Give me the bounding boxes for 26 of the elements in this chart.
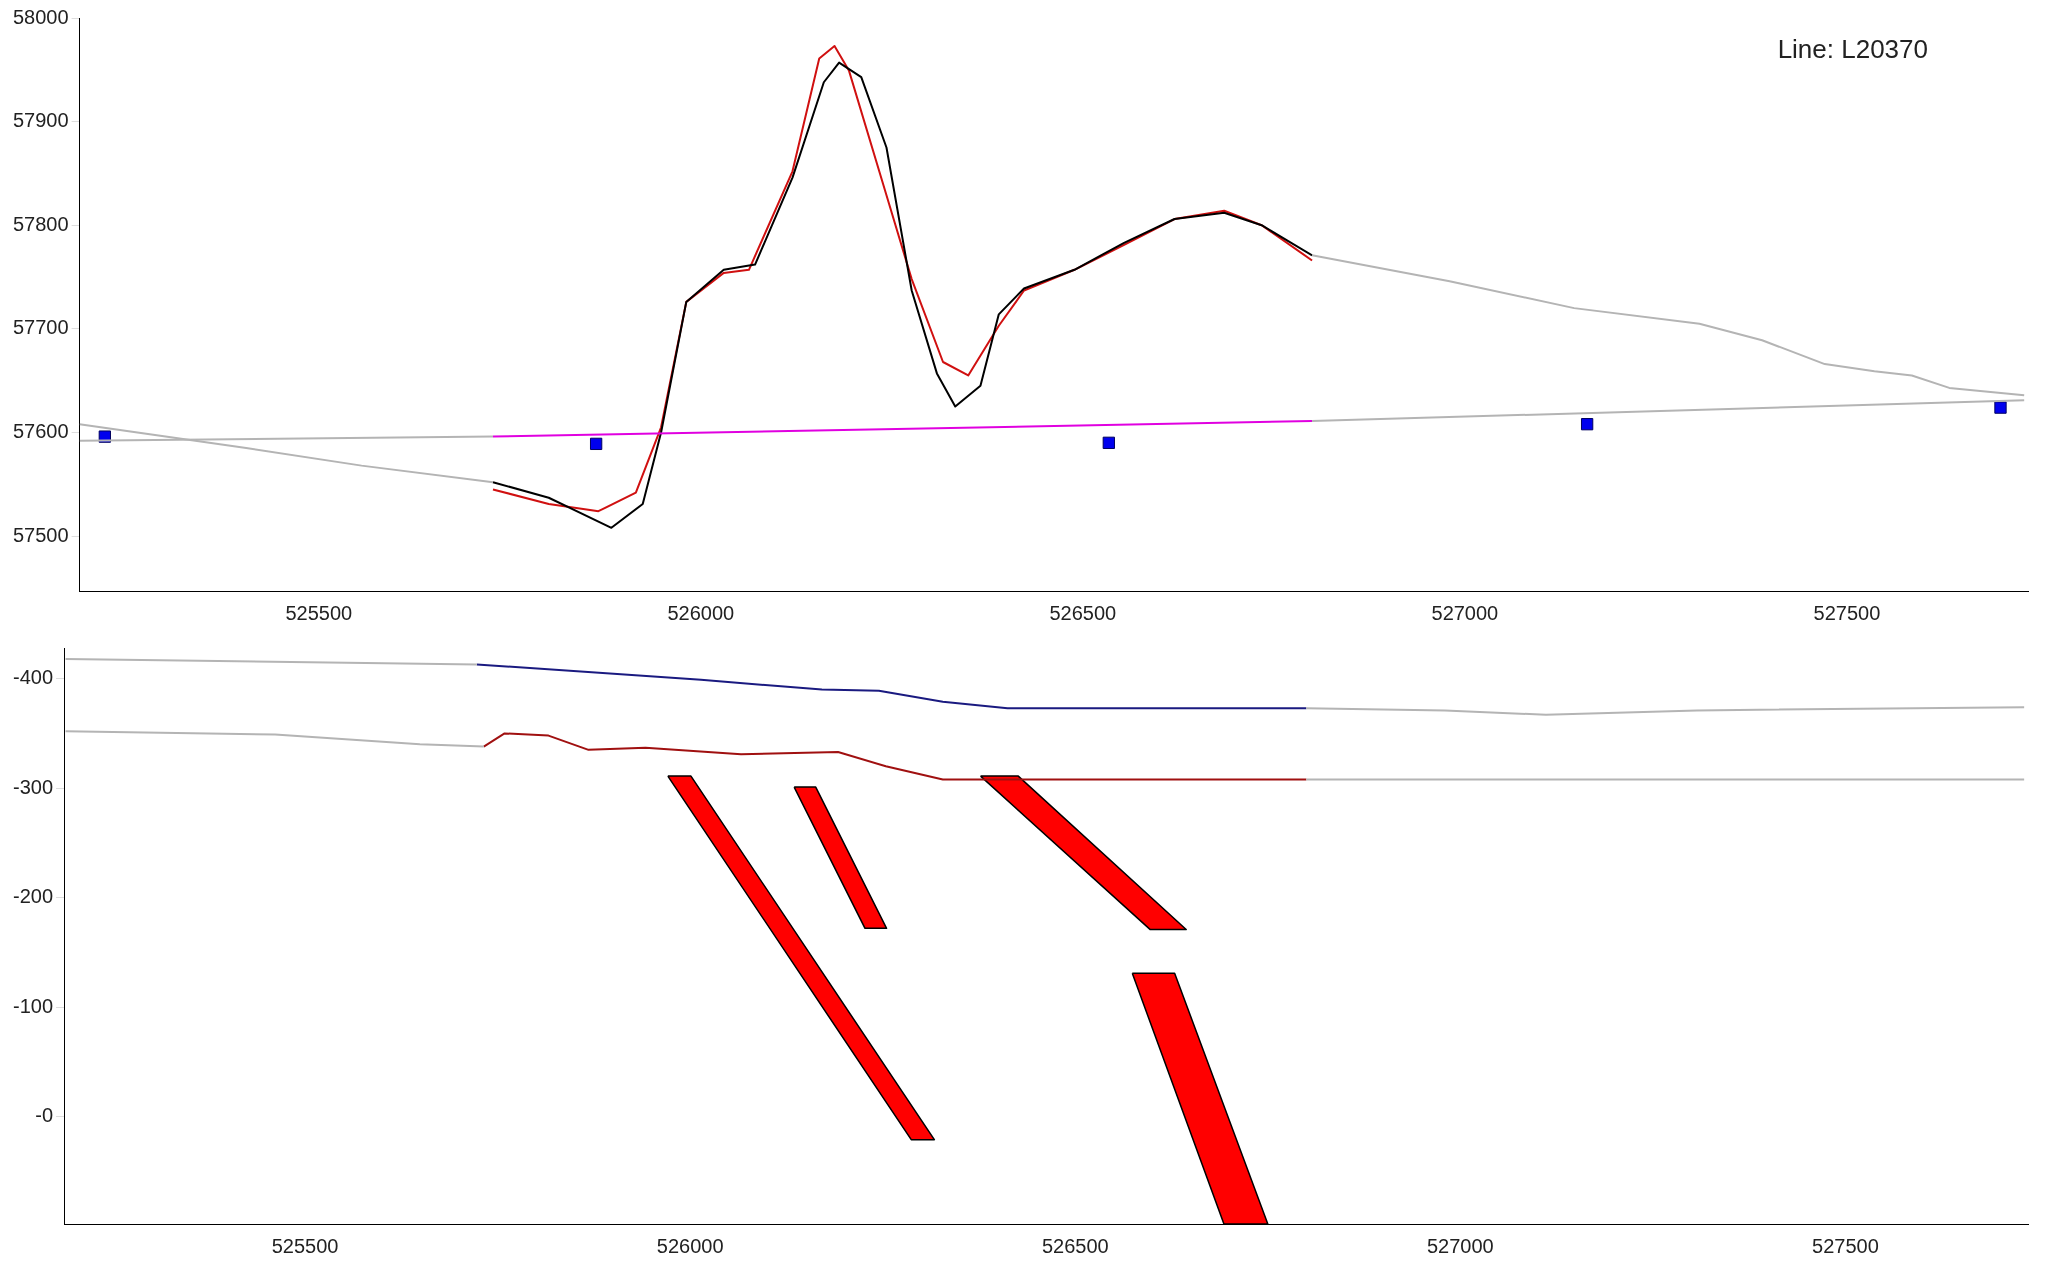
y-tick-label: 58000 (12, 5, 69, 28)
y-tick-label: -400 (13, 666, 54, 689)
x-tick-label: 527000 (1427, 1234, 1494, 1257)
x-tick-label: 526500 (1041, 1234, 1109, 1257)
x-tick-label: 525500 (285, 601, 353, 624)
x-tick-label: 527500 (1812, 1234, 1879, 1257)
y-tick-label: 57500 (12, 523, 69, 546)
x-tick-label: 527000 (1431, 601, 1499, 624)
y-tick-label: -200 (13, 885, 54, 908)
point (589, 437, 603, 451)
point (1580, 418, 1594, 431)
x-tick-label: 526000 (667, 601, 735, 624)
point (1102, 436, 1115, 449)
x-tick-label: 526000 (656, 1234, 724, 1257)
y-tick-label: -0 (35, 1104, 54, 1127)
y-tick-label: 57700 (12, 316, 69, 339)
x-tick-label: 527500 (1813, 601, 1881, 624)
y-tick-label: -100 (13, 994, 54, 1017)
x-tick-label: 526500 (1049, 601, 1117, 624)
y-tick-label: 57900 (12, 109, 69, 132)
point (1994, 401, 2007, 414)
annotation: Line: L20370 (1777, 34, 1928, 65)
x-tick-label: 525500 (271, 1234, 339, 1257)
y-tick-label: 57800 (12, 212, 69, 235)
y-tick-label: -300 (13, 775, 54, 798)
y-tick-label: 57600 (12, 419, 69, 442)
